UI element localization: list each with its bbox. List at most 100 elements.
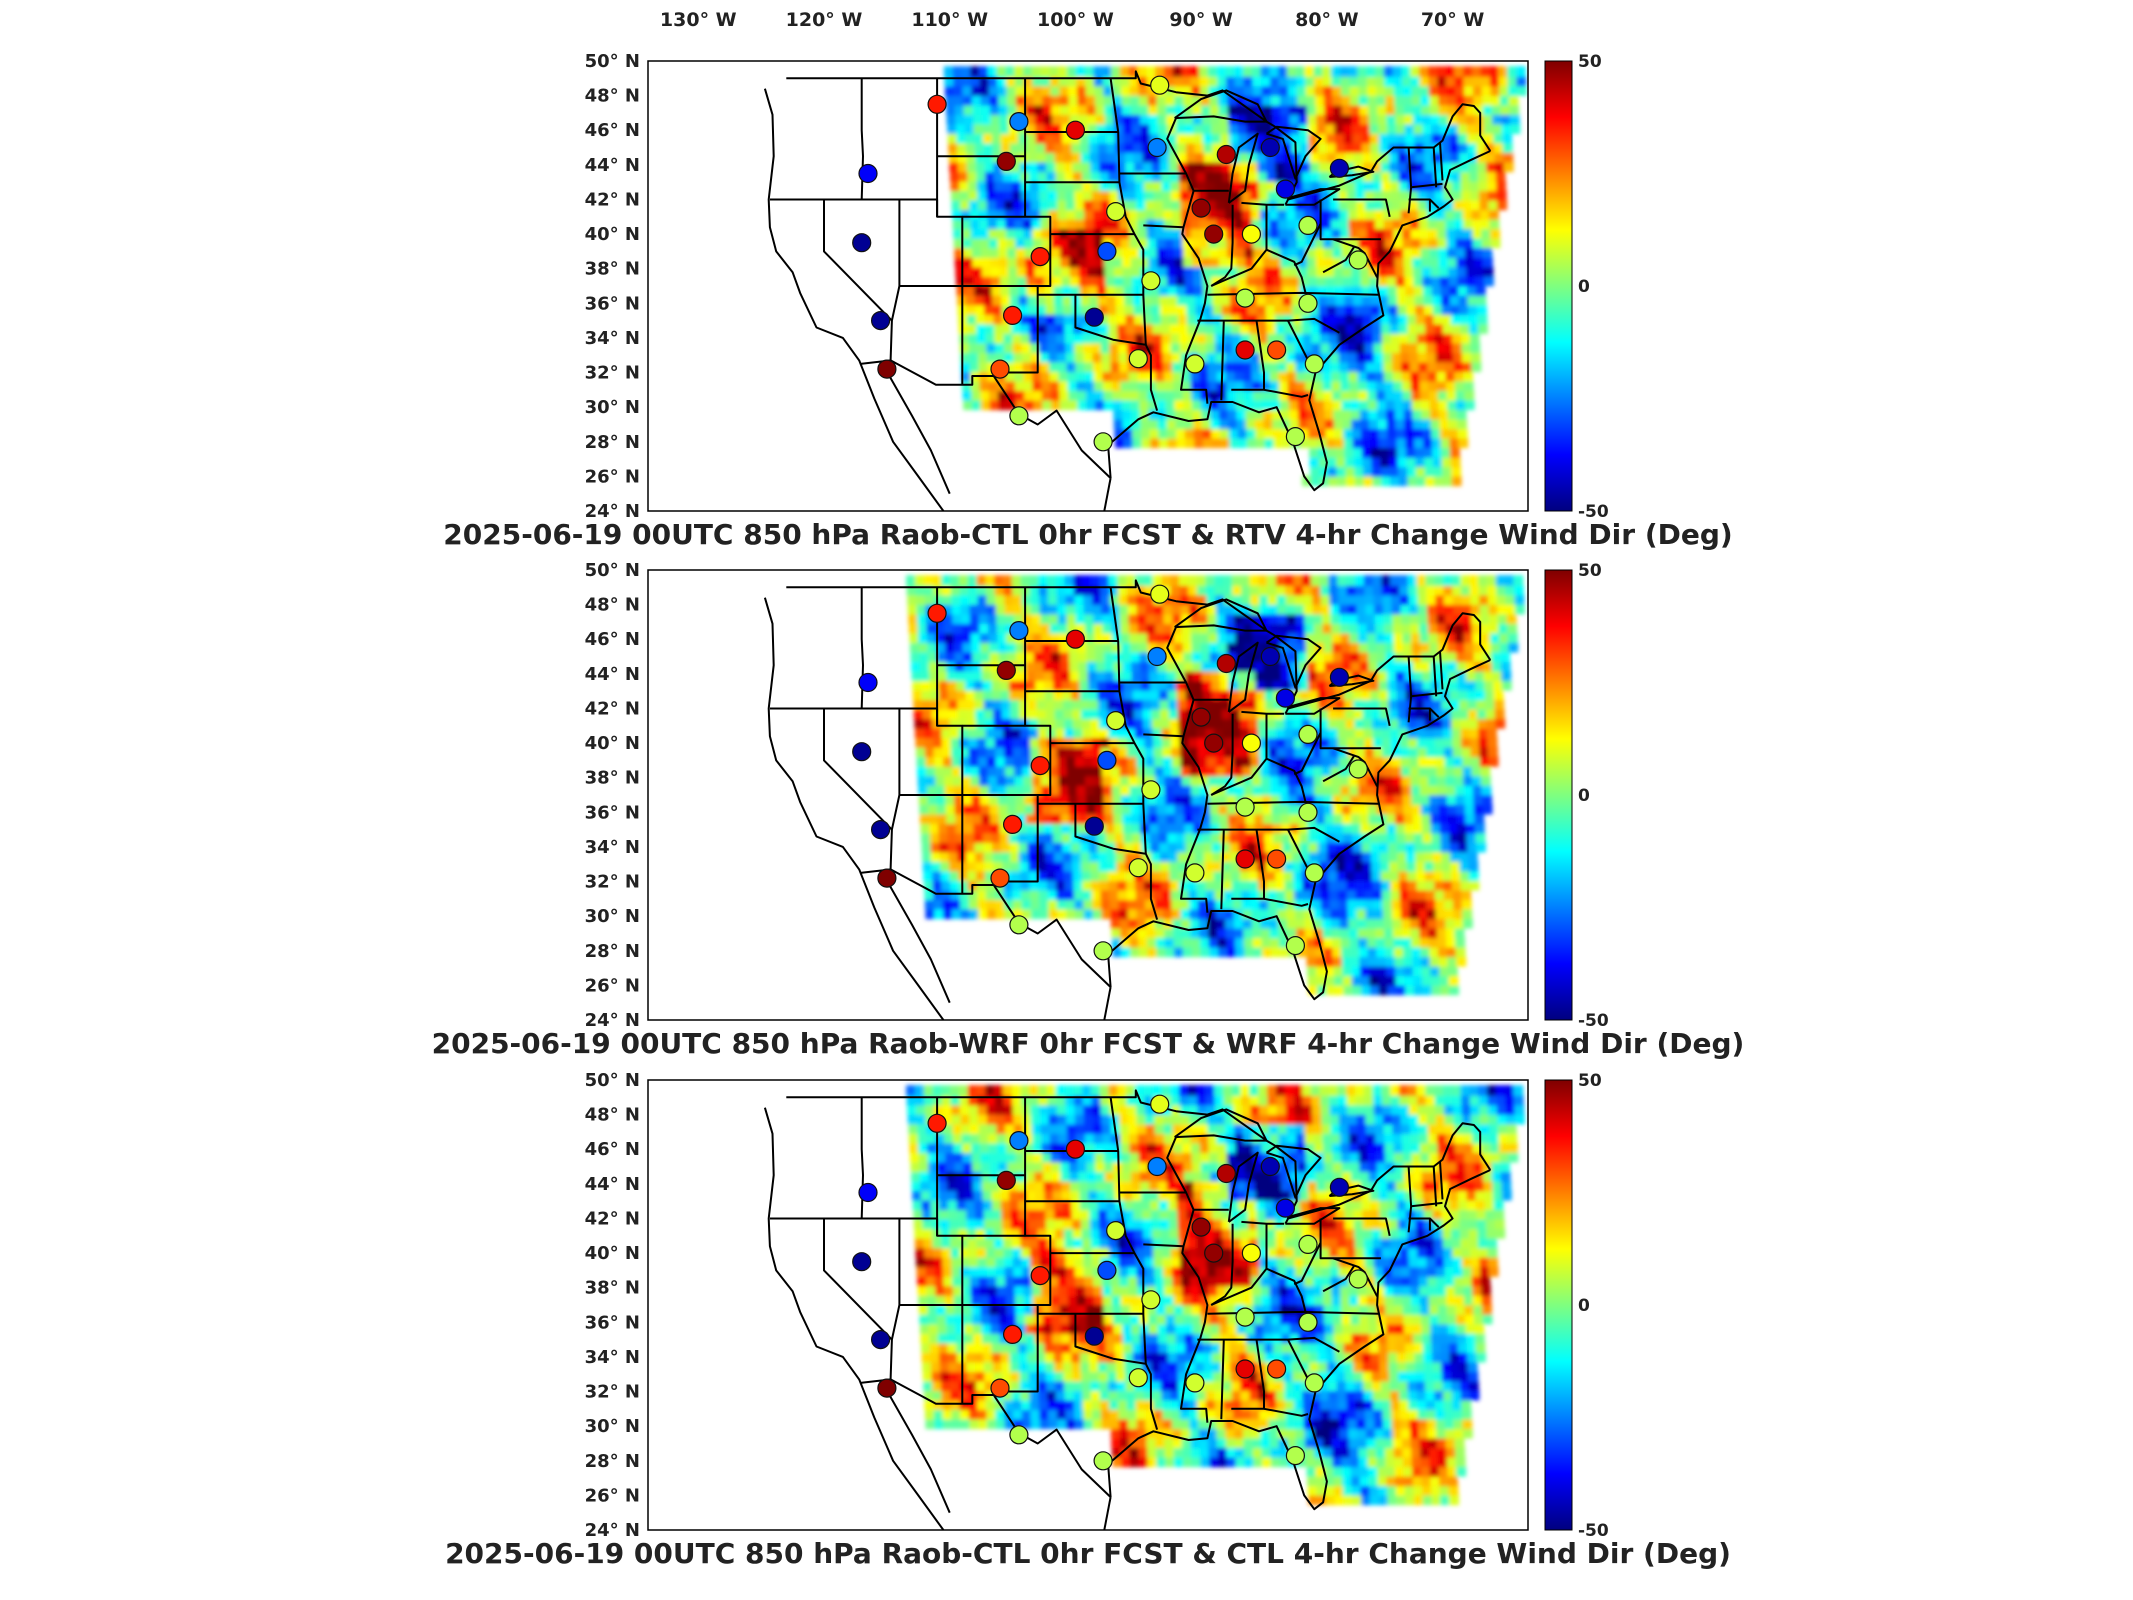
field-cell: [1103, 399, 1114, 411]
field-cell: [1156, 237, 1167, 249]
field-cell: [1177, 304, 1188, 315]
field-cell: [1466, 679, 1477, 691]
field-cell: [1485, 708, 1496, 720]
field-cell: [1454, 66, 1465, 77]
field-cell: [1109, 889, 1120, 900]
field-cell: [1056, 898, 1067, 910]
field-cell: [1364, 342, 1375, 353]
field-cell: [1494, 698, 1505, 710]
field-cell: [930, 851, 941, 862]
field-cell: [1054, 304, 1065, 315]
field-cell: [1075, 908, 1085, 920]
field-cell: [1065, 746, 1076, 758]
raob-station-marker: [1009, 111, 1029, 132]
field-cell: [1384, 936, 1395, 948]
field-cell: [1444, 603, 1455, 615]
field-cell: [1179, 189, 1190, 201]
field-cell: [1004, 361, 1015, 372]
field-cell: [1341, 94, 1352, 106]
field-cell: [1062, 132, 1073, 144]
field-cell: [1294, 746, 1305, 758]
field-cell: [1371, 456, 1382, 468]
field-cell: [1133, 151, 1144, 163]
field-cell: [1004, 594, 1014, 605]
field-cell: [1323, 641, 1334, 653]
field-cell: [1128, 370, 1139, 382]
field-cell: [1271, 104, 1282, 115]
field-cell: [1259, 908, 1270, 920]
field-cell: [1227, 803, 1238, 815]
field-cell: [1428, 775, 1439, 786]
field-cell: [1064, 727, 1075, 739]
field-cell: [984, 313, 995, 325]
field-cell: [1141, 142, 1152, 153]
field-cell: [1009, 285, 1020, 296]
field-cell: [1007, 104, 1018, 115]
field-cell: [1248, 708, 1259, 720]
field-cell: [1209, 794, 1220, 805]
field-cell: [1468, 161, 1479, 173]
field-cell: [1368, 813, 1379, 824]
field-cell: [1471, 66, 1482, 77]
field-cell: [1231, 879, 1242, 891]
field-cell: [1364, 737, 1375, 748]
field-cell: [1083, 746, 1094, 758]
field-cell: [1421, 266, 1432, 277]
field-cell: [1111, 218, 1121, 230]
field-cell: [1220, 437, 1231, 449]
field-cell: [1222, 870, 1233, 881]
field-cell: [1061, 832, 1072, 843]
field-cell: [1155, 936, 1166, 948]
field-cell: [1414, 285, 1425, 296]
field-cell: [1390, 475, 1400, 487]
field-cell: [1092, 199, 1103, 211]
field-cell: [1078, 113, 1089, 125]
field-cell: [978, 603, 989, 615]
field-cell: [1286, 908, 1297, 920]
field-cell: [1133, 708, 1144, 720]
field-cell: [1089, 294, 1100, 306]
field-cell: [1160, 708, 1171, 720]
field-cell: [1390, 889, 1401, 900]
field-cell: [1040, 209, 1051, 220]
field-cell: [1157, 104, 1168, 115]
field-cell: [1204, 870, 1215, 881]
field-cell: [1097, 132, 1108, 144]
field-cell: [1431, 275, 1442, 287]
field-cell: [1353, 708, 1364, 720]
field-cell: [1187, 879, 1198, 891]
field-cell: [1439, 660, 1449, 672]
field-cell: [1482, 104, 1493, 115]
field-cell: [1147, 399, 1158, 411]
field-cell: [1254, 822, 1265, 834]
field-cell: [1440, 132, 1451, 144]
field-cell: [1051, 651, 1062, 662]
field-cell: [1183, 408, 1194, 420]
field-cell: [1106, 851, 1117, 862]
field-cell: [1484, 679, 1495, 691]
field-cell: [1333, 113, 1344, 125]
field-cell: [1283, 304, 1294, 315]
field-cell: [1148, 256, 1159, 268]
field-cell: [1463, 775, 1474, 786]
field-cell: [1361, 142, 1372, 153]
field-cell: [1449, 447, 1460, 458]
field-cell: [1472, 622, 1482, 634]
field-cell: [1436, 370, 1447, 382]
field-cell: [980, 399, 991, 411]
field-cell: [1469, 180, 1480, 192]
field-cell: [1259, 898, 1270, 910]
field-cell: [1200, 247, 1211, 258]
field-cell: [1038, 737, 1049, 748]
field-cell: [1136, 209, 1147, 220]
field-cell: [990, 822, 1001, 834]
field-cell: [1304, 66, 1315, 77]
field-cell: [1090, 718, 1101, 729]
field-cell: [981, 660, 992, 672]
field-cell: [1143, 313, 1153, 325]
field-cell: [1490, 85, 1501, 96]
field-cell: [1235, 247, 1246, 258]
field-cell: [1345, 161, 1356, 173]
field-cell: [914, 718, 925, 729]
field-cell: [1332, 803, 1343, 815]
